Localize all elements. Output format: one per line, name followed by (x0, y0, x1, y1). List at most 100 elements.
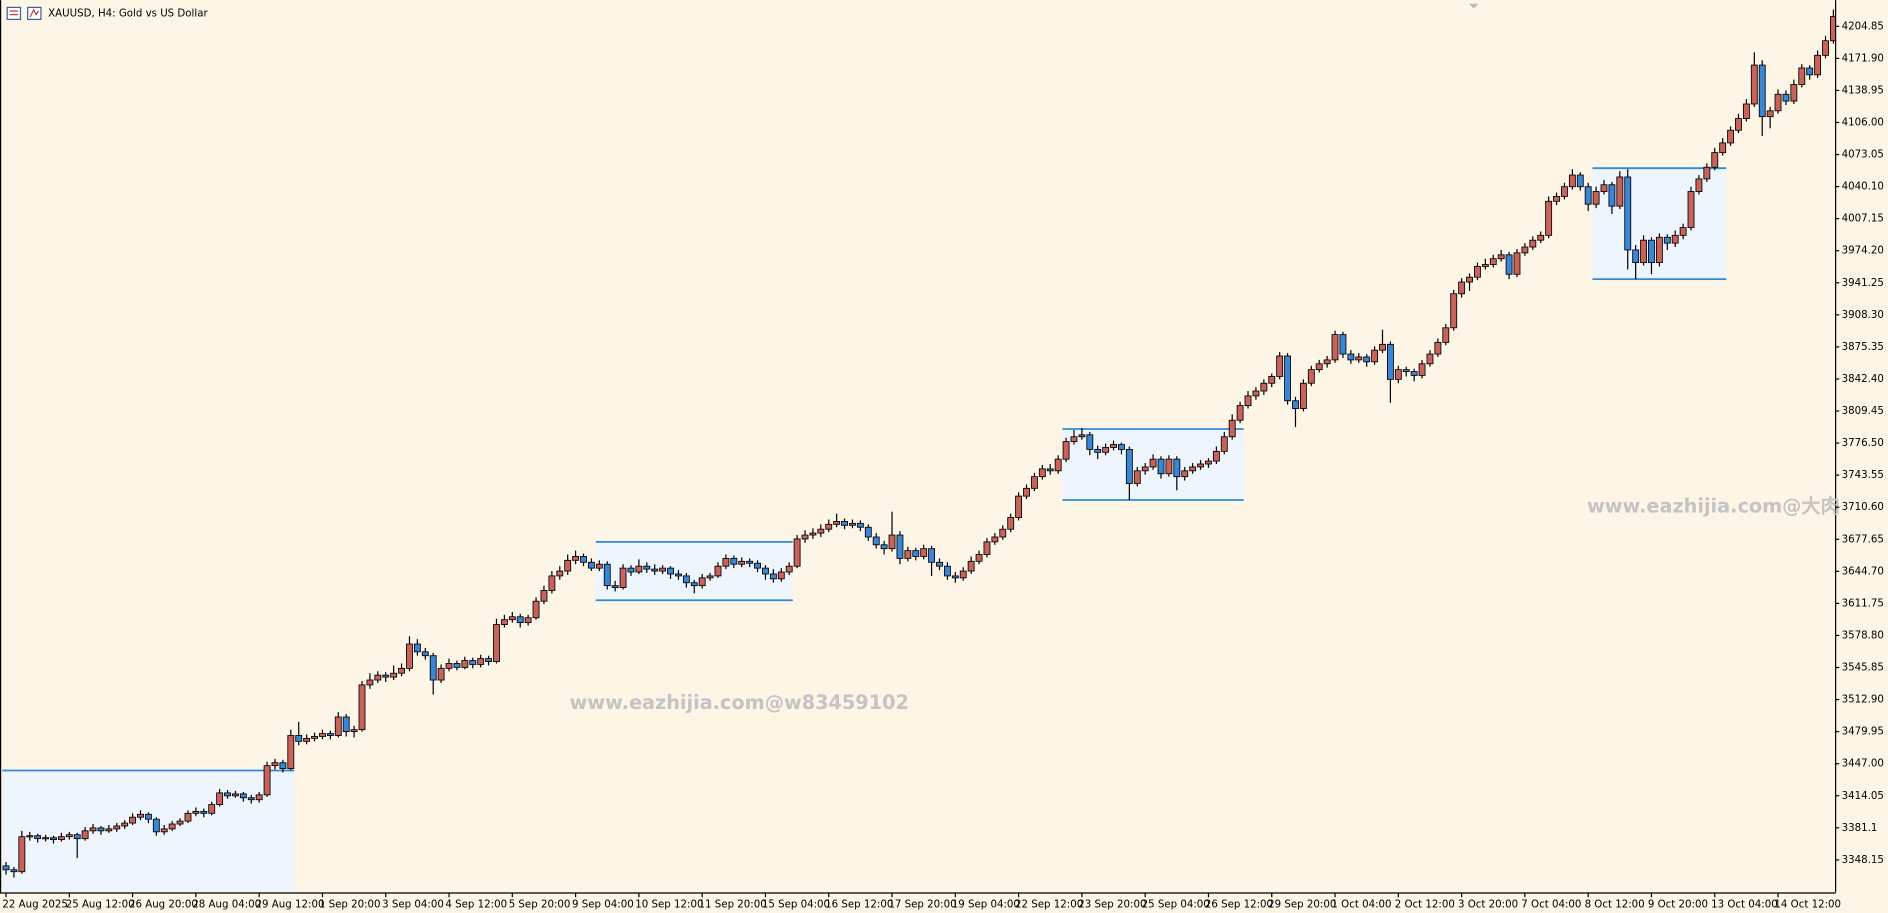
x-tick-label: 5 Sep 20:00 (509, 899, 571, 910)
candle-body (1742, 103, 1750, 120)
y-tick-label: 4073.05 (1842, 150, 1884, 161)
candle-body (706, 575, 714, 579)
candle-body (1663, 236, 1671, 244)
x-tick-label: 11 Sep 20:00 (699, 899, 767, 910)
candle-body (1410, 371, 1418, 376)
x-tick-label: 3 Oct 20:00 (1458, 899, 1518, 910)
x-tick-label: 22 Aug 2025 (2, 899, 67, 910)
x-tick-label: 25 Sep 04:00 (1142, 899, 1210, 910)
candle-body (920, 548, 928, 557)
candle-body (239, 793, 247, 799)
candle-body (587, 561, 595, 569)
candle-body (801, 534, 809, 540)
candle-body (374, 674, 382, 681)
candle-body (777, 571, 785, 580)
y-tick-label: 3479.95 (1842, 727, 1884, 738)
x-tick-label: 29 Sep 20:00 (1268, 899, 1336, 910)
candle-body (413, 643, 421, 653)
candle-body (849, 522, 856, 526)
y-tick-label: 3974.20 (1842, 246, 1884, 257)
candle-body (469, 660, 477, 665)
candle-body (928, 548, 936, 563)
chart-title: XAUUSD, H4: Gold vs US Dollar (48, 8, 208, 19)
candle-body (366, 679, 374, 686)
candle-body (73, 834, 81, 840)
candle-body (1165, 458, 1173, 475)
candle-body (1592, 191, 1600, 205)
candle-body (200, 810, 208, 814)
x-tick-label: 26 Sep 12:00 (1205, 899, 1273, 910)
candle-body (572, 556, 580, 561)
candle-body (1735, 118, 1742, 131)
candle-body (1474, 266, 1481, 278)
candle-body (1220, 436, 1228, 452)
candle-body (176, 820, 184, 825)
candle-body (1727, 129, 1735, 144)
y-tick-label: 4040.10 (1842, 182, 1884, 193)
candle-body (943, 565, 951, 577)
candle-body (1133, 470, 1141, 484)
candle-body (1046, 468, 1054, 472)
candle-body (754, 562, 761, 569)
candle-body (682, 575, 690, 584)
candle-body (224, 792, 231, 797)
candle-body (959, 570, 967, 579)
candle-body (611, 585, 619, 589)
candle-body (841, 520, 848, 526)
candle-body (1141, 466, 1149, 472)
candle-body (912, 550, 920, 557)
candle-body (192, 810, 200, 814)
candle-body (1750, 64, 1758, 105)
candle-body (81, 830, 89, 840)
candle-body (643, 565, 651, 570)
candle-body (1505, 254, 1513, 275)
candle-body (540, 590, 548, 602)
candle-body (1584, 186, 1592, 205)
x-tick-label: 1 Oct 04:00 (1331, 899, 1391, 910)
candle-body (1315, 363, 1323, 371)
candle-body (493, 624, 500, 662)
candle-body (508, 616, 516, 621)
y-tick-label: 3776.50 (1842, 438, 1884, 449)
candle-body (1553, 196, 1560, 202)
x-tick-label: 19 Sep 04:00 (952, 899, 1020, 910)
candle-body (1434, 341, 1442, 355)
y-tick-label: 3842.40 (1842, 374, 1884, 385)
candle-body (714, 565, 722, 577)
candle-body (113, 825, 121, 830)
candle-body (121, 822, 129, 827)
candle-body (18, 836, 26, 873)
candle-body (659, 567, 667, 572)
candle-body (1038, 468, 1046, 478)
candle-body (904, 550, 912, 559)
candle-body (1292, 400, 1299, 409)
candle-body (1418, 363, 1426, 376)
candle-body (1062, 441, 1070, 460)
candle-body (287, 735, 295, 769)
candle-body (580, 556, 587, 563)
candle-body (1758, 64, 1766, 118)
candle-body (762, 567, 769, 575)
icon (27, 6, 42, 21)
shift-marker (1468, 3, 1479, 9)
x-tick-label: 2 Oct 12:00 (1395, 899, 1455, 910)
candle-body (500, 619, 508, 625)
candle-body (793, 538, 801, 567)
candle-body (406, 643, 413, 669)
candle-body (1260, 382, 1268, 392)
x-tick-label: 10 Sep 12:00 (635, 899, 703, 910)
y-tick-label: 3941.25 (1842, 278, 1884, 289)
candle-body (1489, 258, 1497, 265)
zone (2, 770, 295, 893)
candle-body (1442, 327, 1450, 343)
candle-body (1561, 186, 1568, 197)
candle-body (936, 561, 943, 567)
candle-body (817, 528, 825, 534)
candle-body (1466, 276, 1473, 283)
candle-body (1379, 343, 1386, 351)
candle-body (485, 658, 493, 662)
candle-body (1252, 390, 1260, 397)
candle-body (232, 793, 239, 797)
